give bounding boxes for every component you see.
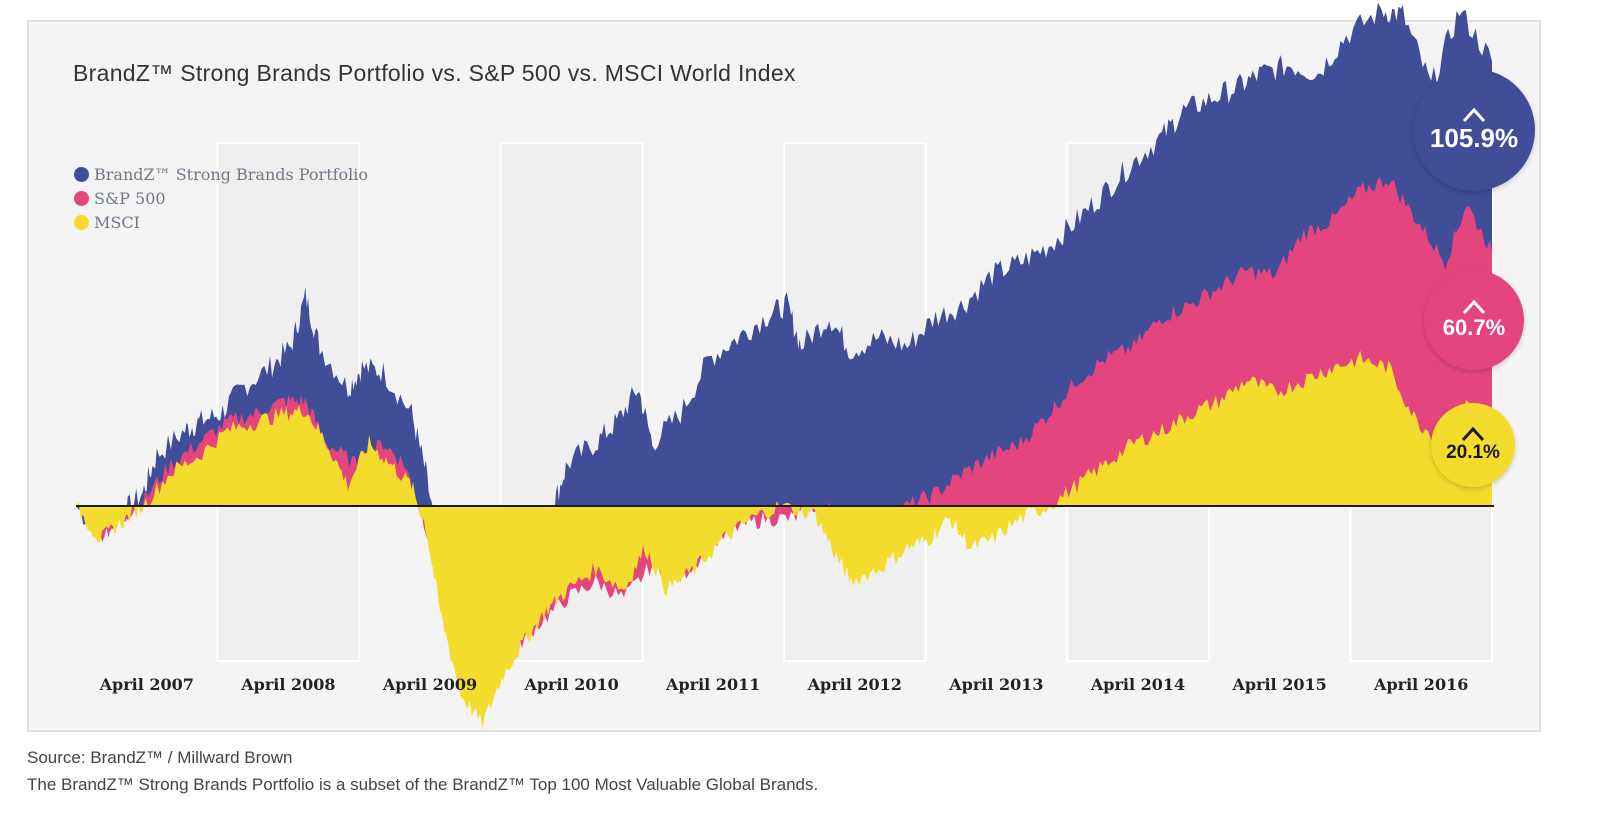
- area-msci: [76, 350, 1492, 731]
- up-arrow-icon: [1462, 299, 1486, 315]
- x-tick-label: April 2007: [99, 675, 194, 694]
- portfolio-note: The BrandZ™ Strong Brands Portfolio is a…: [27, 775, 819, 794]
- legend-item-sp500: S&P 500: [74, 186, 368, 210]
- badge-brandz-value: 105.9%: [1429, 122, 1519, 153]
- up-arrow-icon: [1461, 426, 1485, 442]
- legend-label-sp500: S&P 500: [94, 188, 166, 208]
- badge-msci-value: 20.1%: [1446, 442, 1500, 463]
- source-note: Source: BrandZ™ / Millward Brown: [27, 748, 293, 767]
- legend-label-brandz: BrandZ™ Strong Brands Portfolio: [94, 164, 369, 184]
- chart-title: BrandZ™ Strong Brands Portfolio vs. S&P …: [73, 60, 796, 86]
- legend-swatch-brandz: [74, 166, 89, 182]
- badge-sp500-value: 60.7%: [1442, 315, 1506, 340]
- x-tick-label: April 2013: [948, 675, 1043, 694]
- legend-label-msci: MSCI: [94, 212, 140, 232]
- up-arrow-icon: [1462, 107, 1486, 122]
- legend-swatch-msci: [74, 214, 89, 230]
- legend-swatch-sp500: [74, 190, 89, 206]
- x-tick-label: April 2014: [1090, 675, 1185, 694]
- x-tick-label: April 2016: [1373, 675, 1468, 694]
- legend-item-brandz: BrandZ™ Strong Brands Portfolio: [74, 162, 368, 186]
- x-tick-label: April 2009: [382, 675, 477, 694]
- footnote: Source: BrandZ™ / Millward Brown The Bra…: [27, 744, 818, 798]
- x-tick-label: April 2015: [1231, 675, 1326, 694]
- x-tick-label: April 2012: [807, 675, 902, 694]
- x-tick-label: April 2008: [240, 675, 335, 694]
- legend: BrandZ™ Strong Brands Portfolio S&P 500 …: [74, 162, 368, 234]
- legend-item-msci: MSCI: [74, 210, 368, 234]
- badge-msci-return: 20.1%: [1431, 403, 1515, 487]
- area-brandz: [76, 2, 1492, 704]
- badge-sp500-return: 60.7%: [1424, 270, 1524, 370]
- badge-brandz-return: 105.9%: [1413, 69, 1535, 191]
- x-tick-label: April 2011: [665, 675, 760, 694]
- x-tick-label: April 2010: [523, 675, 618, 694]
